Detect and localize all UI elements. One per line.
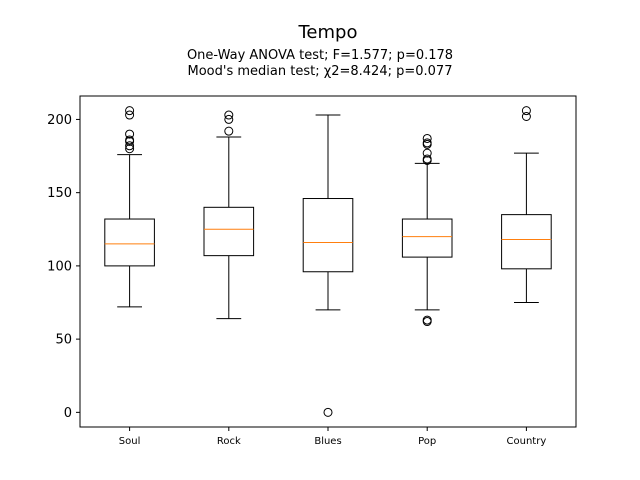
outlier-point — [422, 154, 432, 164]
y-tick-label: 50 — [55, 333, 72, 348]
outlier-point — [125, 129, 135, 139]
outlier-point — [125, 144, 135, 154]
outlier-point — [125, 110, 135, 120]
outlier-point — [224, 110, 234, 120]
x-tick-label: Country — [507, 436, 547, 447]
y-tick-label: 200 — [47, 113, 72, 128]
x-tick-label: Blues — [314, 436, 341, 447]
iqr-box — [302, 198, 354, 273]
y-tick-label: 150 — [47, 186, 72, 201]
chart-title: Tempo — [298, 22, 358, 43]
iqr-box — [104, 218, 155, 267]
x-tick-label: Pop — [418, 436, 436, 447]
chart-subtitle-anova: One-Way ANOVA test; F=1.577; p=0.178 — [187, 48, 453, 63]
outlier-point — [422, 315, 432, 325]
outlier-point — [125, 135, 135, 145]
chart-subtitle-median-test: Mood's median test; χ2=8.424; p=0.077 — [188, 64, 453, 79]
iqr-box — [401, 218, 453, 258]
outlier-point — [422, 148, 432, 158]
outlier-point — [224, 114, 234, 124]
outlier-point — [521, 112, 531, 122]
outlier-point — [125, 106, 135, 116]
y-tick-label: 0 — [64, 406, 72, 421]
x-tick-label: Rock — [217, 436, 241, 447]
iqr-box — [203, 206, 255, 257]
x-tick-label: Soul — [119, 436, 141, 447]
outlier-point — [422, 133, 432, 143]
outlier-point — [125, 141, 135, 151]
y-tick-label: 100 — [47, 259, 72, 274]
iqr-box — [501, 214, 552, 270]
outlier-point — [521, 106, 531, 116]
outlier-point — [422, 138, 432, 148]
outlier-point — [224, 126, 234, 136]
outlier-point — [323, 407, 333, 417]
plot-area: 0 50 100 150 200 Soul Rock Blues Pop Country — [47, 95, 577, 447]
